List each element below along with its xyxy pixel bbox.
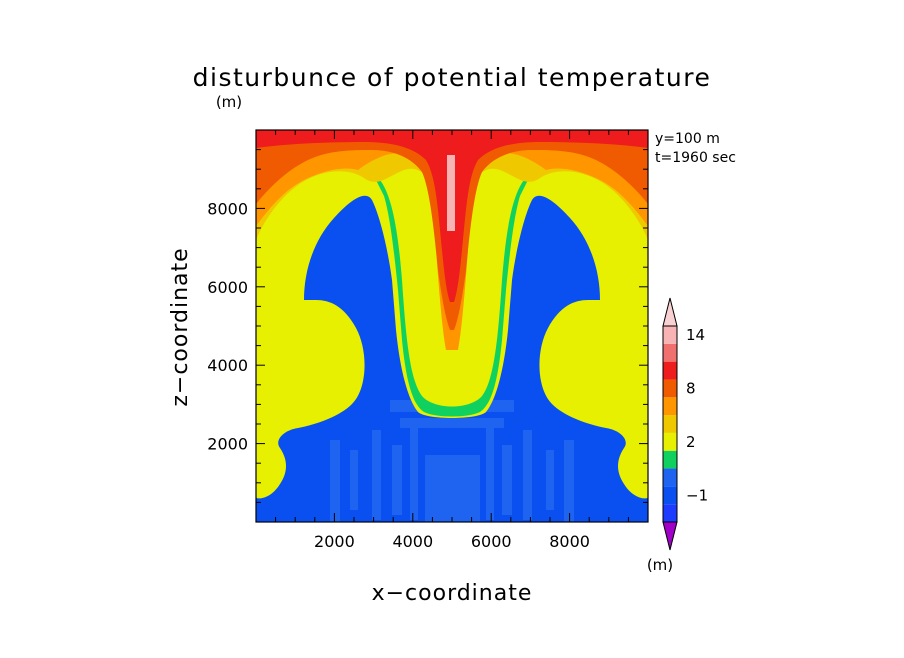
colorbar-label: −1 [686, 486, 708, 504]
y-tick-group: 2000 4000 6000 8000 [207, 149, 648, 503]
y-tick-label: 4000 [207, 356, 248, 375]
colorbar-frame [662, 325, 678, 523]
colorbar: 14 8 2 −1 [662, 297, 708, 551]
colorbar-segment [663, 486, 677, 505]
colorbar-segment [663, 361, 677, 380]
plume-band-2 [380, 171, 524, 407]
colorbar-segment [663, 379, 677, 398]
colorbar-label: 2 [686, 433, 696, 451]
x-tick-group: 2000 4000 6000 8000 [275, 130, 629, 551]
x-tick-label: 4000 [392, 532, 433, 551]
x-tick-label: 6000 [471, 532, 512, 551]
chart-title: disturbunce of potential temperature [193, 63, 712, 92]
colorbar-segment [663, 415, 677, 433]
x-tick-label: 8000 [549, 532, 590, 551]
x-axis-label: x−coordinate [372, 581, 533, 606]
colorbar-segment [663, 432, 677, 451]
contour-plot-area [256, 130, 648, 522]
title-unit: (m) [216, 93, 242, 111]
annotation-y: y=100 m [655, 131, 720, 147]
y-tick-label: 2000 [207, 435, 248, 454]
colorbar-segment [663, 397, 677, 416]
y-tick-label: 8000 [207, 199, 248, 218]
colorbar-segment [663, 450, 677, 469]
colorbar-segment [663, 504, 677, 522]
colorbar-arrow-low [662, 521, 678, 551]
colorbar-unit: (m) [647, 556, 673, 574]
y-axis-label: z−coordinate [168, 247, 193, 406]
plume-core [447, 155, 455, 231]
annotation-t: t=1960 sec [655, 150, 736, 166]
colorbar-label: 14 [686, 326, 705, 344]
colorbar-segment [663, 468, 677, 487]
colorbar-segment [663, 326, 677, 344]
x-tick-label: 2000 [314, 532, 355, 551]
colorbar-label: 8 [686, 379, 696, 397]
colorbar-arrow-high [662, 297, 678, 327]
y-tick-label: 6000 [207, 278, 248, 297]
colorbar-segment [663, 343, 677, 362]
